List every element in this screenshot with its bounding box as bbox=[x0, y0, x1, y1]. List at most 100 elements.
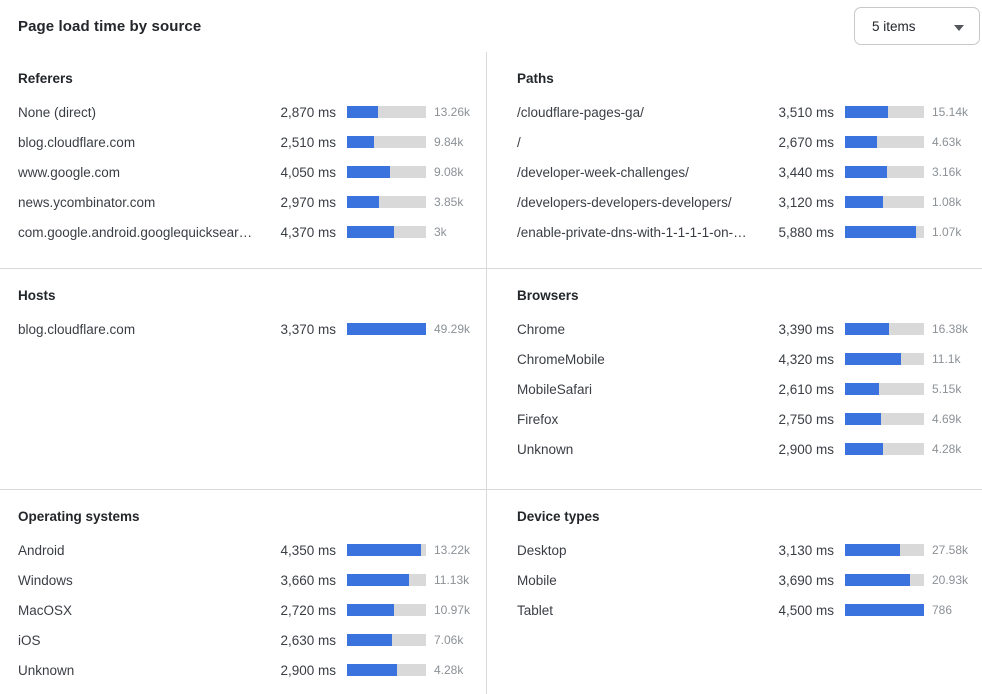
load-time-bar bbox=[845, 323, 924, 335]
row-label: iOS bbox=[18, 632, 41, 648]
table-row: MobileSafari 2,610 ms 5.15k bbox=[517, 374, 982, 404]
table-row: Mobile 3,690 ms 20.93k bbox=[517, 565, 982, 595]
row-label: Unknown bbox=[18, 662, 75, 678]
row-count: 786 bbox=[932, 603, 953, 617]
section-paths: Paths /cloudflare-pages-ga/ 3,510 ms 15.… bbox=[486, 52, 982, 268]
load-time-bar bbox=[347, 634, 426, 646]
row-count: 9.84k bbox=[434, 135, 464, 149]
section-rows: Desktop 3,130 ms 27.58k Mobile 3,690 ms … bbox=[517, 535, 982, 625]
row-count: 4.28k bbox=[434, 663, 464, 677]
table-row: Windows 3,660 ms 11.13k bbox=[18, 565, 484, 595]
row-label: blog.cloudflare.com bbox=[18, 321, 136, 337]
row-count: 27.58k bbox=[932, 543, 969, 557]
row-count: 1.07k bbox=[932, 225, 962, 239]
table-row: www.google.com 4,050 ms 9.08k bbox=[18, 157, 484, 187]
section-rows: None (direct) 2,870 ms 13.26k blog.cloud… bbox=[18, 97, 484, 247]
load-time-bar bbox=[845, 106, 924, 118]
row-ms-value: 2,610 ms bbox=[778, 381, 834, 397]
load-time-bar bbox=[347, 166, 426, 178]
section-referers: Referers None (direct) 2,870 ms 13.26k b… bbox=[0, 52, 486, 268]
row-count: 11.1k bbox=[932, 352, 961, 366]
load-time-bar-fill bbox=[845, 136, 878, 148]
load-time-bar-fill bbox=[845, 443, 883, 455]
load-time-bar bbox=[845, 383, 924, 395]
load-time-bar bbox=[845, 196, 924, 208]
section-operating-systems: Operating systems Android 4,350 ms 13.22… bbox=[0, 489, 486, 694]
table-row: Unknown 2,900 ms 4.28k bbox=[517, 434, 982, 464]
load-time-bar bbox=[347, 604, 426, 616]
load-time-bar-fill bbox=[347, 226, 395, 238]
section-browsers: Browsers Chrome 3,390 ms 16.38k ChromeMo… bbox=[486, 268, 982, 489]
table-row: Desktop 3,130 ms 27.58k bbox=[517, 535, 982, 565]
row-label: Windows bbox=[18, 572, 73, 588]
load-time-bar bbox=[347, 664, 426, 676]
load-time-bar bbox=[347, 106, 426, 118]
load-time-bar-fill bbox=[845, 323, 890, 335]
table-row: news.ycombinator.com 2,970 ms 3.85k bbox=[18, 187, 484, 217]
load-time-bar bbox=[347, 226, 426, 238]
section-rows: blog.cloudflare.com 3,370 ms 49.29k bbox=[18, 314, 484, 344]
section-hosts: Hosts blog.cloudflare.com 3,370 ms 49.29… bbox=[0, 268, 486, 489]
load-time-bar-fill bbox=[347, 574, 410, 586]
row-ms-value: 4,500 ms bbox=[778, 602, 834, 618]
table-row: ChromeMobile 4,320 ms 11.1k bbox=[517, 344, 982, 374]
row-label: Mobile bbox=[517, 572, 557, 588]
load-time-bar-fill bbox=[347, 166, 391, 178]
chevron-down-icon bbox=[954, 25, 964, 31]
load-time-bar bbox=[347, 323, 426, 335]
row-label: /cloudflare-pages-ga/ bbox=[517, 104, 644, 120]
load-time-bar-fill bbox=[845, 604, 924, 616]
row-ms-value: 2,720 ms bbox=[280, 602, 336, 618]
load-time-bar-fill bbox=[845, 226, 917, 238]
load-time-bar-fill bbox=[347, 136, 374, 148]
section-rows: /cloudflare-pages-ga/ 3,510 ms 15.14k / … bbox=[517, 97, 982, 247]
load-time-bar-fill bbox=[845, 166, 887, 178]
row-label: Firefox bbox=[517, 411, 559, 427]
load-time-bar bbox=[845, 443, 924, 455]
row-count: 16.38k bbox=[932, 322, 969, 336]
row-ms-value: 3,660 ms bbox=[280, 572, 336, 588]
load-time-bar-fill bbox=[347, 106, 378, 118]
load-time-bar-fill bbox=[845, 353, 902, 365]
row-ms-value: 4,370 ms bbox=[280, 224, 336, 240]
row-ms-value: 2,900 ms bbox=[280, 662, 336, 678]
row-ms-value: 3,690 ms bbox=[778, 572, 834, 588]
sections-grid: Referers None (direct) 2,870 ms 13.26k b… bbox=[0, 52, 982, 694]
table-row: Chrome 3,390 ms 16.38k bbox=[517, 314, 982, 344]
load-time-bar bbox=[845, 353, 924, 365]
row-ms-value: 3,390 ms bbox=[778, 321, 834, 337]
items-count-value: 5 items bbox=[872, 18, 916, 34]
section-title: Referers bbox=[18, 71, 73, 86]
row-label: /developer-week-challenges/ bbox=[517, 164, 689, 180]
load-time-bar-fill bbox=[845, 574, 910, 586]
load-time-bar-fill bbox=[347, 664, 397, 676]
row-ms-value: 4,320 ms bbox=[778, 351, 834, 367]
items-count-select[interactable]: 5 items bbox=[854, 7, 980, 45]
row-count: 15.14k bbox=[932, 105, 969, 119]
table-row: /cloudflare-pages-ga/ 3,510 ms 15.14k bbox=[517, 97, 982, 127]
row-ms-value: 2,970 ms bbox=[280, 194, 336, 210]
table-row: com.google.android.googlequicksearc… 4,3… bbox=[18, 217, 484, 247]
row-ms-value: 2,900 ms bbox=[778, 441, 834, 457]
row-count: 3.16k bbox=[932, 165, 962, 179]
row-count: 7.06k bbox=[434, 633, 464, 647]
load-time-bar bbox=[347, 196, 426, 208]
load-time-bar-fill bbox=[347, 634, 393, 646]
load-time-bar-fill bbox=[845, 106, 888, 118]
load-time-bar-fill bbox=[845, 544, 901, 556]
load-time-bar bbox=[845, 136, 924, 148]
load-time-bar bbox=[845, 166, 924, 178]
load-time-bar bbox=[845, 544, 924, 556]
row-label: MobileSafari bbox=[517, 381, 593, 397]
row-count: 4.28k bbox=[932, 442, 962, 456]
row-label: /enable-private-dns-with-1-1-1-1-on-… bbox=[517, 224, 747, 240]
load-time-bar-fill bbox=[845, 383, 879, 395]
row-label: Tablet bbox=[517, 602, 554, 618]
row-label: Chrome bbox=[517, 321, 566, 337]
row-label: news.ycombinator.com bbox=[18, 194, 156, 210]
table-row: Tablet 4,500 ms 786 bbox=[517, 595, 982, 625]
row-ms-value: 4,050 ms bbox=[280, 164, 336, 180]
row-ms-value: 3,120 ms bbox=[778, 194, 834, 210]
row-count: 3k bbox=[434, 225, 447, 239]
